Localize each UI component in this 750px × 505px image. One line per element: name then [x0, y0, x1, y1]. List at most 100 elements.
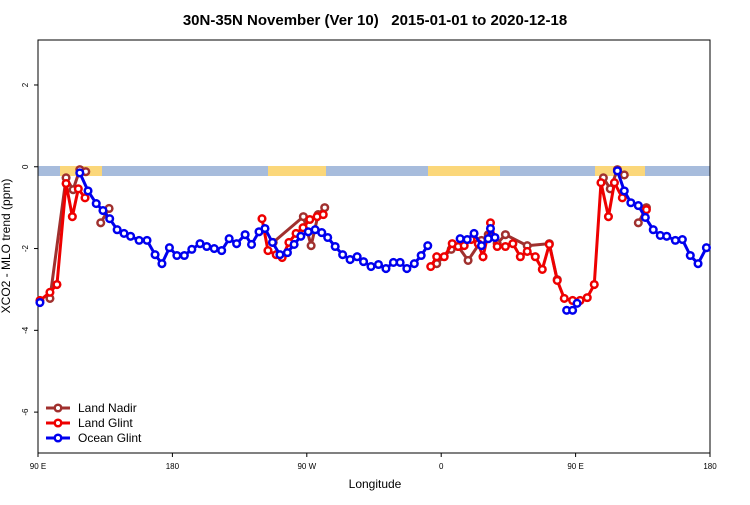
data-point	[508, 239, 518, 249]
data-point	[409, 259, 419, 269]
data-point	[395, 257, 405, 267]
data-point	[83, 186, 93, 196]
data-point	[640, 212, 650, 223]
data-point	[246, 239, 257, 250]
x-tick-label: 90 W	[297, 462, 316, 471]
data-point	[224, 234, 234, 244]
data-point	[603, 212, 614, 222]
data-point	[530, 252, 540, 262]
data-point	[338, 250, 348, 260]
data-point	[202, 241, 212, 252]
data-point	[500, 241, 510, 252]
x-tick-label: 90 E	[567, 462, 583, 471]
x-tick-label: 180	[166, 462, 180, 471]
data-point	[80, 193, 90, 203]
data-point	[469, 228, 479, 238]
data-point	[693, 259, 703, 269]
data-point	[402, 264, 412, 274]
data-point	[352, 252, 362, 262]
data-point	[318, 210, 328, 220]
y-tick-label: 2	[21, 82, 30, 87]
x-tick-label: 0	[439, 462, 444, 471]
data-point	[61, 178, 71, 189]
data-point	[619, 170, 629, 180]
data-point	[609, 178, 619, 188]
data-point	[75, 168, 85, 178]
data-point	[260, 223, 270, 234]
legend-label: Land Nadir	[78, 401, 137, 415]
data-point	[296, 231, 306, 241]
data-point	[232, 239, 242, 249]
data-point	[373, 259, 384, 270]
y-tick-label: -4	[21, 326, 30, 334]
data-point	[45, 287, 55, 297]
data-point	[589, 279, 599, 290]
legend-label: Land Glint	[78, 416, 133, 430]
data-point	[320, 203, 330, 213]
land-band	[428, 166, 500, 176]
data-point	[485, 223, 496, 234]
y-axis-label: XCO2 - MLO trend (ppm)	[0, 179, 13, 314]
data-point	[67, 212, 77, 222]
data-point	[172, 250, 182, 261]
data-point	[35, 297, 45, 308]
data-point	[150, 250, 160, 260]
data-point	[568, 305, 578, 315]
data-point	[582, 293, 592, 303]
x-axis-label: Longitude	[349, 477, 402, 491]
data-point	[626, 198, 636, 208]
data-point	[267, 237, 278, 247]
data-point	[544, 239, 554, 250]
x-tick-label: 180	[703, 462, 717, 471]
data-point	[187, 244, 197, 254]
data-point	[612, 166, 622, 176]
data-point	[142, 235, 152, 245]
data-point	[126, 231, 136, 241]
data-point	[381, 264, 391, 274]
data-point	[98, 205, 108, 216]
legend-label: Ocean Glint	[78, 431, 142, 445]
legend-marker	[53, 403, 63, 413]
data-point	[633, 218, 643, 228]
data-point	[217, 246, 227, 256]
data-point	[416, 250, 426, 261]
data-point	[439, 252, 449, 262]
data-point	[648, 225, 658, 235]
data-point	[282, 248, 292, 258]
data-point	[423, 241, 433, 251]
data-point	[358, 257, 369, 267]
data-point	[263, 246, 273, 256]
data-point	[317, 228, 327, 238]
legend-marker	[53, 418, 63, 428]
data-point	[552, 275, 562, 285]
data-point	[633, 201, 643, 211]
data-point	[289, 239, 299, 250]
data-point	[52, 279, 62, 290]
y-tick-label: -6	[21, 408, 30, 416]
data-point	[619, 186, 629, 196]
data-point	[478, 252, 488, 262]
data-point	[257, 214, 267, 224]
data-point	[96, 218, 106, 228]
data-point	[515, 252, 525, 262]
data-point	[617, 193, 627, 203]
ocean-band	[38, 166, 710, 176]
data-point	[596, 178, 606, 188]
data-point	[476, 241, 487, 251]
chart-title: 30N-35N November (Ver 10) 2015-01-01 to …	[183, 12, 567, 29]
data-point	[462, 234, 472, 245]
data-point	[500, 230, 510, 240]
data-point	[492, 241, 502, 252]
data-point	[559, 293, 569, 303]
data-point	[305, 214, 315, 225]
plot-frame	[37, 39, 711, 454]
data-point	[112, 225, 122, 235]
y-tick-label: 0	[21, 164, 30, 169]
data-point	[685, 250, 695, 261]
data-point	[134, 235, 144, 245]
data-point	[164, 243, 174, 253]
data-point	[209, 243, 219, 254]
data-point	[455, 234, 465, 244]
data-point	[426, 261, 436, 272]
